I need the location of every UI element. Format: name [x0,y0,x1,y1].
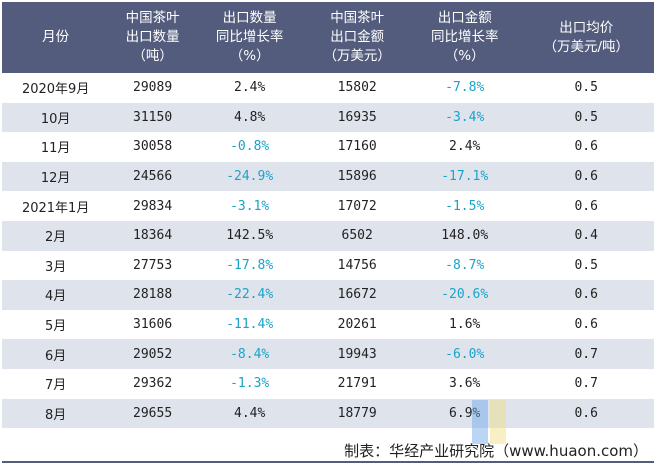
table-cell: 17160 [337,139,377,155]
table-cell: -22.4% [226,287,274,303]
table-cell: 0.5 [574,109,598,125]
table-cell: 2月 [45,230,67,246]
source-note: 制表：华经产业研究院（www.huaon.com） [344,442,648,460]
table-row: 12月 24566 -24.9% 15896 -17.1% 0.6 [2,161,654,192]
table-row: 2020年9月 29089 2.4% 15802 -7.8% 0.5 [2,73,654,103]
table-cell: 0.4 [574,228,598,244]
table-cell: 2020年9月 [21,82,90,98]
table-cell: 27753 [133,257,173,273]
data-table: 月份 中国茶叶 出口数量 （吨） 出口数量 同比增长率 （%） 中国茶叶 出口金额 （… [2,2,654,429]
table-cell: 19943 [337,346,377,362]
table-cell: -3.4% [445,109,485,125]
table-cell: 5月 [45,319,67,335]
table-cell: 24566 [133,169,173,185]
table-cell: 0.6 [574,287,598,303]
bottom-rule [2,461,654,463]
table-cell: 15802 [337,80,377,96]
table-cell: 16672 [337,287,377,303]
table-cell: 4.4% [234,405,266,421]
table-cell: 14756 [337,257,377,273]
table-row: 2月 18364 142.5% 6502 148.0% 0.4 [2,220,654,251]
table-cell: -24.9% [226,169,274,185]
table-cell: 29362 [133,376,173,392]
table-cell: -3.1% [230,198,270,214]
table-cell: -20.6% [441,287,489,303]
table-row: 8月 29655 4.4% 18779 6.9% 0.6 [2,398,654,429]
column-header: 月份 [42,29,70,45]
table-cell: 30058 [133,139,173,155]
table-row: 5月 31606 -11.4% 20261 1.6% 0.6 [2,310,654,340]
table-cell: -8.4% [230,346,270,362]
table-row: 6月 29052 -8.4% 19943 -6.0% 0.7 [2,339,654,369]
table-cell: 0.5 [574,257,598,273]
column-header: 中国茶叶 出口数量 （吨） [125,10,180,64]
table-row: 10月 31150 4.8% 16935 -3.4% 0.5 [2,102,654,133]
table-cell: 18364 [133,228,173,244]
table-cell: 0.6 [574,169,598,185]
table-cell: -1.5% [445,198,485,214]
table-cell: 4月 [45,289,67,305]
table-cell: 16935 [337,109,377,125]
table-cell: 3.6% [449,376,481,392]
table-cell: 29655 [133,405,173,421]
table-row: 11月 30058 -0.8% 17160 2.4% 0.6 [2,132,654,162]
table-cell: 20261 [337,317,377,333]
column-header: 出口均价 （万美元/吨） [543,19,630,55]
table-cell: -7.8% [445,80,485,96]
column-header: 出口金额 同比增长率 （%） [430,10,499,64]
table-cell: 12月 [40,171,71,187]
table-cell: 0.5 [574,80,598,96]
table-cell: 18779 [337,405,377,421]
table-cell: 142.5% [226,228,274,244]
header-row: 月份 中国茶叶 出口数量 （吨） 出口数量 同比增长率 （%） 中国茶叶 出口金额 （… [2,2,654,73]
column-header: 中国茶叶 出口金额 （万美元） [323,10,391,64]
table-cell: 2021年1月 [21,200,90,216]
table-row: 7月 29362 -1.3% 21791 3.6% 0.7 [2,369,654,399]
table-cell: 1.6% [449,317,481,333]
table-cell: 0.6 [574,139,598,155]
table-cell: 31150 [133,109,173,125]
table-cell: 10月 [40,111,71,127]
table-cell: 6月 [45,348,67,364]
column-header: 出口数量 同比增长率 （%） [215,10,284,64]
table-cell: -11.4% [226,317,274,333]
table-cell: -17.8% [226,257,274,273]
table-cell: -6.0% [445,346,485,362]
table-cell: 0.7 [574,346,598,362]
table-cell: 0.6 [574,198,598,214]
table-cell: 8月 [45,407,67,423]
table-cell: 29089 [133,80,173,96]
table-cell: 6.9% [449,405,481,421]
table-cell: 17072 [337,198,377,214]
table-cell: 15896 [337,169,377,185]
table-cell: 0.7 [574,376,598,392]
table-cell: 21791 [337,376,377,392]
table-cell: -8.7% [445,257,485,273]
table-cell: 11月 [40,141,71,157]
table-cell: 28188 [133,287,173,303]
table-cell: 29834 [133,198,173,214]
table-cell: 2.4% [449,139,481,155]
table-cell: 0.6 [574,317,598,333]
table-cell: -17.1% [441,169,489,185]
table-cell: -0.8% [230,139,270,155]
table-cell: 6502 [341,228,373,244]
table-cell: 2.4% [234,80,266,96]
table-cell: -1.3% [230,376,270,392]
table-cell: 31606 [133,317,173,333]
table-cell: 0.6 [574,405,598,421]
table-row: 2021年1月 29834 -3.1% 17072 -1.5% 0.6 [2,191,654,221]
table-cell: 148.0% [441,228,489,244]
table-row: 3月 27753 -17.8% 14756 -8.7% 0.5 [2,251,654,281]
table-cell: 3月 [45,259,67,275]
table-row: 4月 28188 -22.4% 16672 -20.6% 0.6 [2,280,654,310]
table-cell: 4.8% [234,109,266,125]
table-cell: 29052 [133,346,173,362]
table-cell: 7月 [45,378,67,394]
